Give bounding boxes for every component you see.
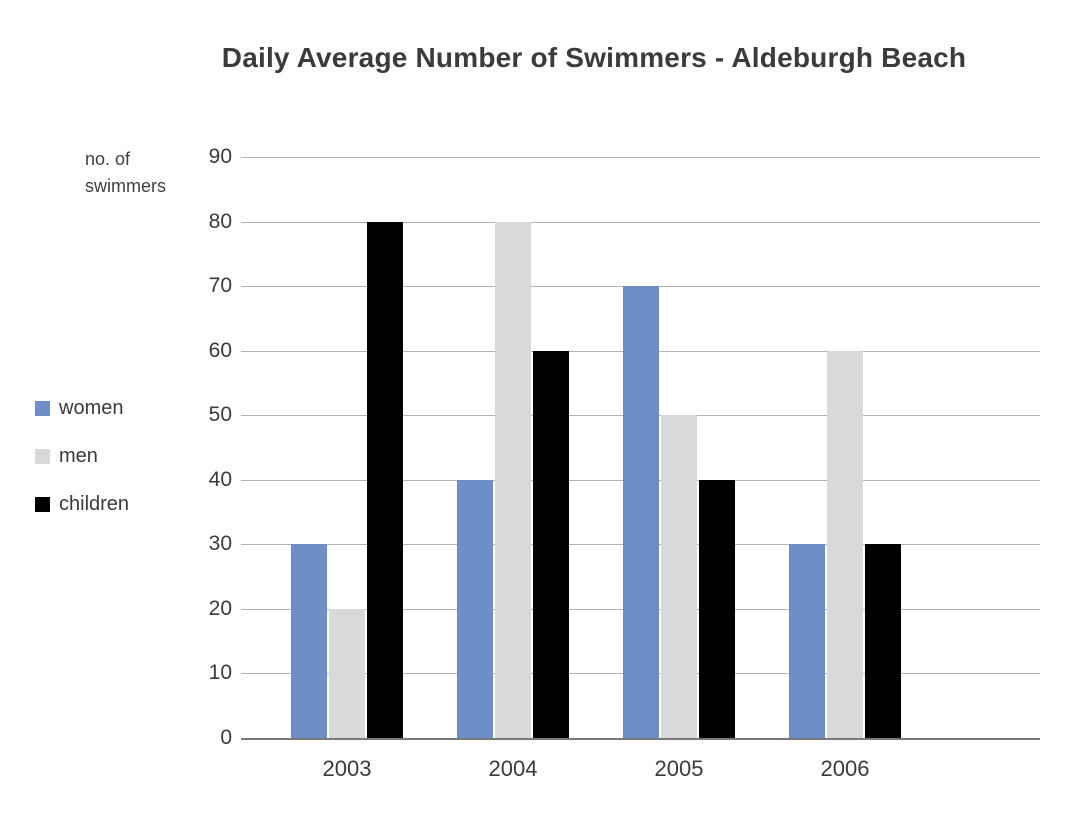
bar-children-2005	[699, 479, 735, 738]
chart-title: Daily Average Number of Swimmers - Aldeb…	[221, 42, 967, 73]
gridline	[241, 221, 1040, 223]
gridline	[241, 157, 1040, 158]
bar-groups	[264, 157, 928, 738]
legend-item-women: women	[35, 397, 129, 420]
legend-item-children: children	[35, 493, 129, 516]
legend-label: women	[59, 397, 124, 419]
x-tick-label: 2005	[654, 756, 704, 781]
y-tick-label: 20	[208, 596, 232, 620]
legend-swatch-children-icon	[35, 497, 50, 512]
y-tick-label: 50	[208, 403, 232, 427]
bar-group-2004	[430, 157, 596, 738]
y-tick-label: 70	[208, 274, 232, 298]
y-axis-label: no. of swimmers	[85, 146, 166, 200]
y-tick-label: 90	[208, 145, 232, 168]
plot-area: 0 10 20 30 40 50 60 70 80 90 2003 2004 2005 2006	[209, 145, 1040, 781]
y-tick-label: 30	[208, 532, 232, 556]
legend-label: men	[59, 445, 98, 467]
bar-women-2006	[789, 544, 825, 738]
bar-women-2003	[291, 544, 327, 738]
bar-men-2003	[329, 608, 365, 738]
legend-swatch-men-icon	[35, 449, 50, 464]
bar-men-2005	[661, 415, 697, 738]
x-tick-label: 2006	[820, 756, 870, 781]
bar-women-2005	[623, 286, 659, 738]
x-tick-label: 2004	[488, 756, 538, 781]
bar-men-2006	[827, 350, 863, 738]
bar-men-2004	[495, 221, 531, 738]
y-tick-label: 80	[208, 209, 232, 233]
bar-group-2006	[762, 157, 928, 738]
bar-children-2003	[367, 221, 403, 738]
y-axis-label-line1: no. of	[85, 149, 131, 169]
y-tick-label: 10	[208, 661, 232, 685]
legend: women men children	[35, 397, 129, 541]
y-tick-label: 60	[208, 338, 232, 362]
bar-women-2004	[457, 479, 493, 738]
x-axis-line	[241, 738, 1040, 740]
legend-item-men: men	[35, 445, 129, 468]
y-tick-label: 0	[220, 726, 232, 749]
legend-swatch-women-icon	[35, 401, 50, 416]
x-axis-ticks: 2003 2004 2005 2006	[264, 756, 928, 782]
y-axis-label-line2: swimmers	[85, 176, 166, 196]
bar-children-2006	[865, 544, 901, 738]
bar-group-2005	[596, 157, 762, 738]
bar-group-2003	[264, 157, 430, 738]
x-tick-label: 2003	[322, 756, 372, 781]
bar-children-2004	[533, 350, 569, 738]
legend-label: children	[59, 493, 130, 515]
y-tick-label: 40	[208, 467, 232, 491]
